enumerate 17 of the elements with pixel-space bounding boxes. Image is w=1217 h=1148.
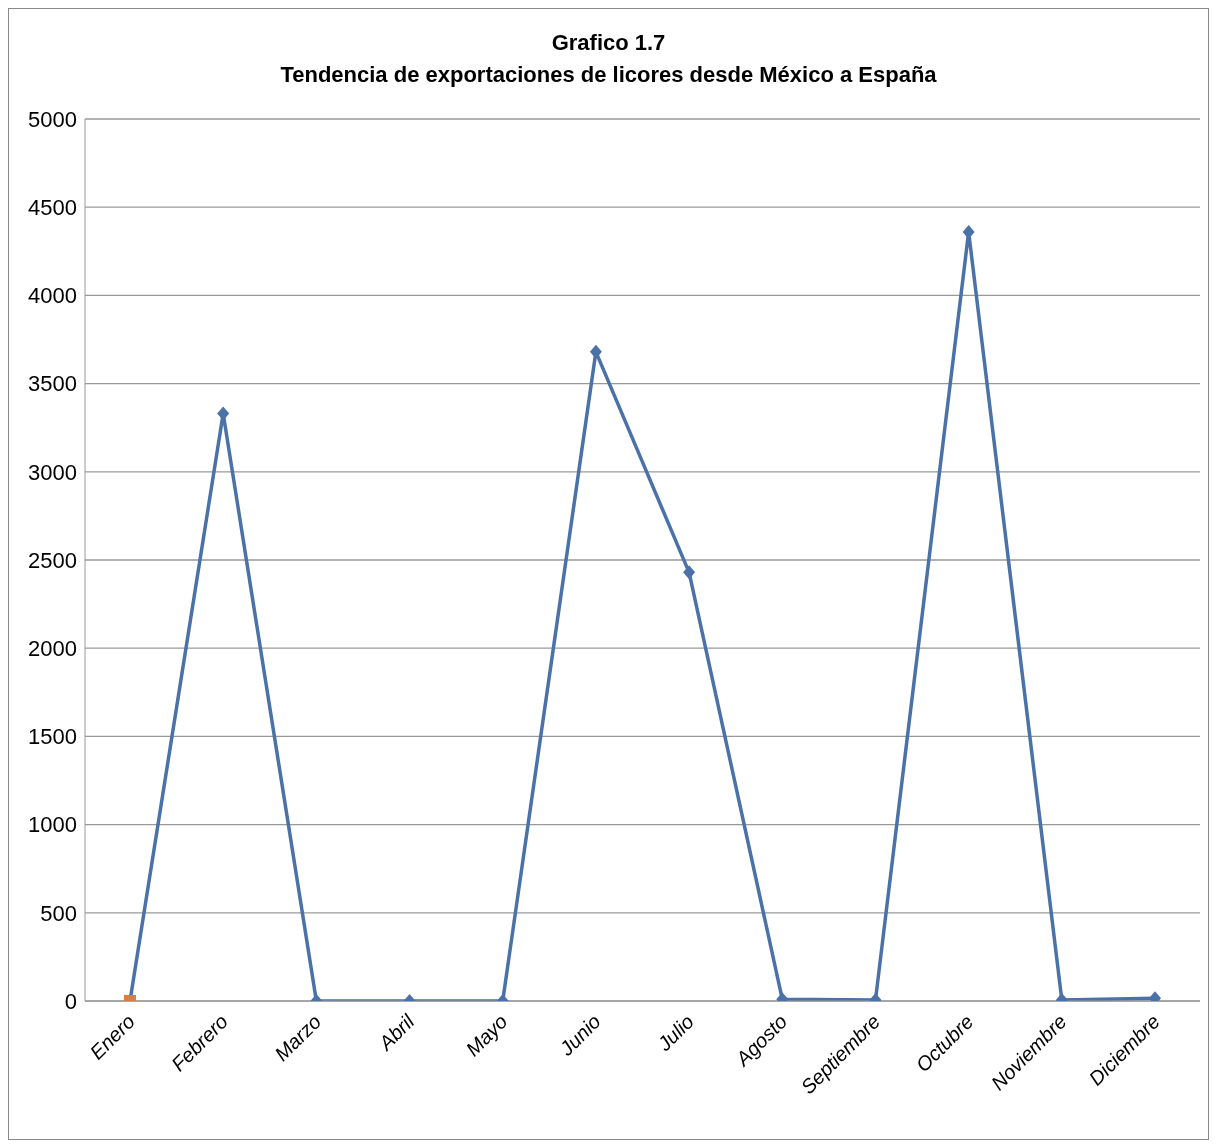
- y-tick-label: 3500: [28, 371, 77, 397]
- y-tick-label: 4000: [28, 283, 77, 309]
- chart-subtitle: Tendencia de exportaciones de licores desde México a España: [279, 61, 938, 89]
- y-tick-label: 2000: [28, 636, 77, 662]
- y-tick-label: 1500: [28, 724, 77, 750]
- y-tick-label: 2500: [28, 547, 77, 573]
- y-tick-label: 5000: [28, 106, 77, 132]
- point: [962, 224, 975, 239]
- point: [683, 565, 696, 580]
- x-tick-label: Julio: [652, 1010, 698, 1056]
- y-tick-label: 4500: [28, 195, 77, 221]
- point: [589, 344, 602, 359]
- chart-title: Grafico 1.7: [550, 29, 667, 57]
- y-tick-label: 500: [40, 900, 77, 926]
- y-tick-label: 1000: [28, 812, 77, 838]
- y-tick-label: 3000: [28, 459, 77, 485]
- y-tick-label: 0: [64, 988, 77, 1014]
